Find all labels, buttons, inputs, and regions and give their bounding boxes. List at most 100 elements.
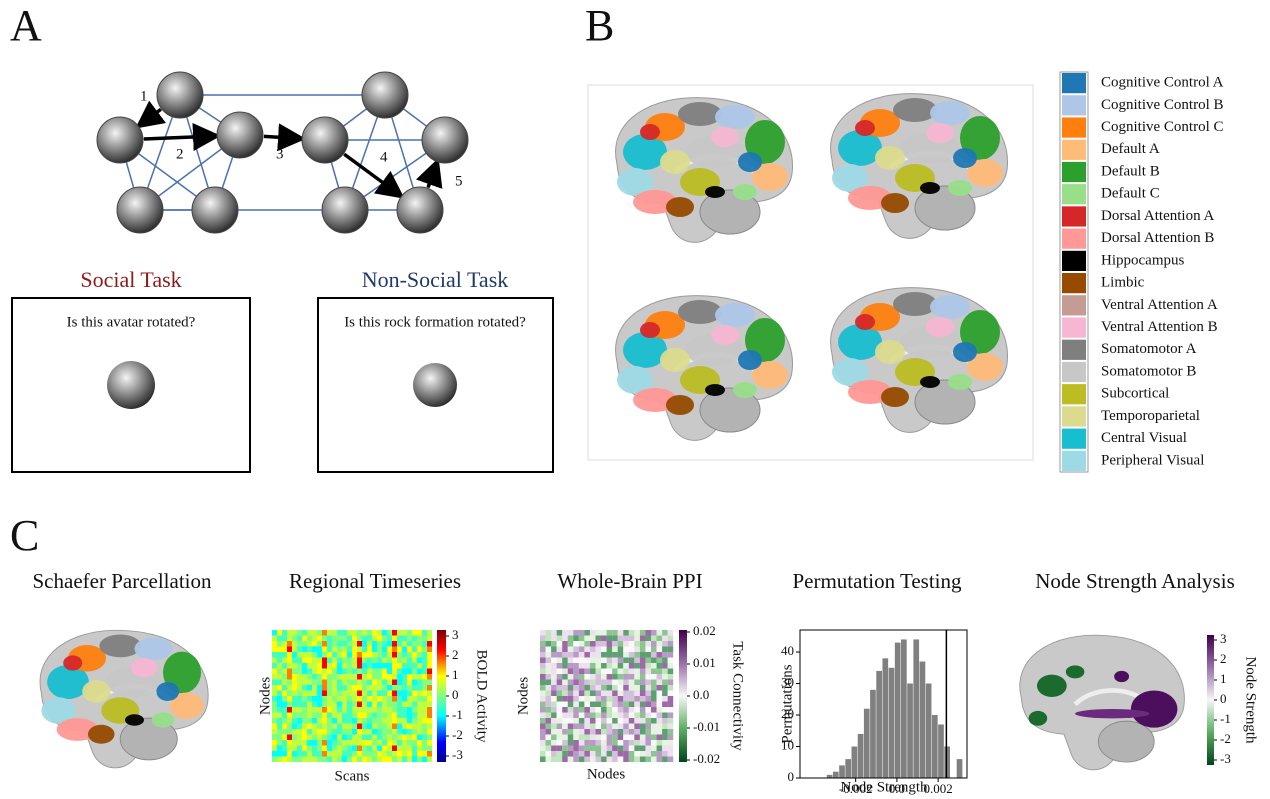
heatmap-cell <box>292 641 297 647</box>
heatmap-cell <box>618 696 624 702</box>
heatmap-cell <box>402 691 407 697</box>
heatmap-cell <box>568 658 574 664</box>
heatmap-cell <box>382 757 387 763</box>
heatmap-cell <box>579 718 585 724</box>
heatmap-cell <box>297 729 302 735</box>
heatmap-cell <box>402 702 407 708</box>
heatmap-cell <box>387 680 392 686</box>
heatmap-cell <box>337 724 342 730</box>
heatmap-cell <box>417 630 422 636</box>
heatmap-cell <box>317 751 322 757</box>
heatmap-cell <box>352 746 357 752</box>
heatmap-cell <box>392 696 397 702</box>
heatmap-cell <box>357 740 362 746</box>
heatmap-cell <box>292 647 297 653</box>
heatmap-cell <box>601 669 607 675</box>
heatmap-cell <box>302 729 307 735</box>
heatmap-cell <box>640 718 646 724</box>
heatmap-cell <box>382 674 387 680</box>
heatmap-cell <box>640 691 646 697</box>
heatmap-cell <box>292 652 297 658</box>
heatmap-cell <box>612 669 618 675</box>
heatmap-cell <box>327 757 332 763</box>
heatmap-cell <box>557 630 563 636</box>
heatmap-cell <box>347 724 352 730</box>
heatmap-cell <box>596 680 602 686</box>
heatmap-cell <box>634 740 640 746</box>
heatmap-cell <box>357 724 362 730</box>
heatmap-cell <box>640 680 646 686</box>
heatmap-cell <box>322 641 327 647</box>
heatmap-cell <box>573 658 579 664</box>
heatmap-cell <box>651 674 657 680</box>
heatmap-cell <box>357 735 362 741</box>
heatmap-cell <box>282 707 287 713</box>
heatmap-cell <box>612 674 618 680</box>
heatmap-cell <box>568 674 574 680</box>
legend-label: Cognitive Control A <box>1101 75 1224 91</box>
heatmap-cell <box>640 713 646 719</box>
heatmap-cell <box>618 751 624 757</box>
heatmap-cell <box>307 652 312 658</box>
colorbar-tick-label: -0.01 <box>693 719 720 734</box>
stimulus-node <box>422 117 468 163</box>
step-title: Schaefer Parcellation <box>33 569 212 593</box>
heatmap-cell <box>607 636 613 642</box>
heatmap-cell <box>357 751 362 757</box>
heatmap-cell <box>297 658 302 664</box>
heatmap-cell <box>662 713 668 719</box>
heatmap-cell <box>607 691 613 697</box>
heatmap-cell <box>302 735 307 741</box>
heatmap-cell <box>347 636 352 642</box>
heatmap-cell <box>618 669 624 675</box>
heatmap-cell <box>332 680 337 686</box>
heatmap-cell <box>612 751 618 757</box>
heatmap-cell <box>645 751 651 757</box>
heatmap-cell <box>562 757 568 763</box>
heatmap-cell <box>662 702 668 708</box>
heatmap-cell <box>347 663 352 669</box>
legend-swatch <box>1062 206 1086 226</box>
heatmap-cell <box>352 735 357 741</box>
heatmap-cell <box>397 669 402 675</box>
heatmap-cell <box>596 735 602 741</box>
heatmap-cell <box>573 674 579 680</box>
stimulus-node <box>362 72 408 118</box>
heatmap-cell <box>623 718 629 724</box>
legend-label: Temporoparietal <box>1101 408 1200 424</box>
heatmap-cell <box>629 713 635 719</box>
heatmap-cell <box>362 685 367 691</box>
heatmap-cell <box>287 729 292 735</box>
region <box>125 714 144 725</box>
legend-swatch <box>1062 162 1086 182</box>
heatmap-cell <box>618 757 624 763</box>
legend-swatch <box>1062 406 1086 426</box>
colorbar-tick-label: 0 <box>1220 691 1227 706</box>
heatmap-cell <box>557 735 563 741</box>
heatmap-cell <box>332 724 337 730</box>
task-title: Social Task <box>80 267 181 292</box>
heatmap-cell <box>579 680 585 686</box>
bar <box>901 639 907 778</box>
heatmap-cell <box>412 658 417 664</box>
heatmap-cell <box>312 641 317 647</box>
heatmap-cell <box>584 735 590 741</box>
heatmap-cell <box>640 663 646 669</box>
heatmap-cell <box>367 636 372 642</box>
heatmap-cell <box>662 724 668 730</box>
heatmap-cell <box>362 724 367 730</box>
colorbar-tick-label: 0 <box>452 687 459 702</box>
region <box>715 105 755 129</box>
bar <box>944 747 950 778</box>
heatmap-cell <box>557 680 563 686</box>
heatmap-cell <box>412 746 417 752</box>
region <box>733 382 757 398</box>
heatmap-cell <box>342 630 347 636</box>
heatmap-cell <box>402 641 407 647</box>
heatmap-cell <box>357 674 362 680</box>
heatmap-cell <box>657 735 663 741</box>
heatmap-cell <box>640 674 646 680</box>
heatmap-cell <box>387 658 392 664</box>
heatmap-cell <box>287 718 292 724</box>
heatmap-cell <box>579 663 585 669</box>
